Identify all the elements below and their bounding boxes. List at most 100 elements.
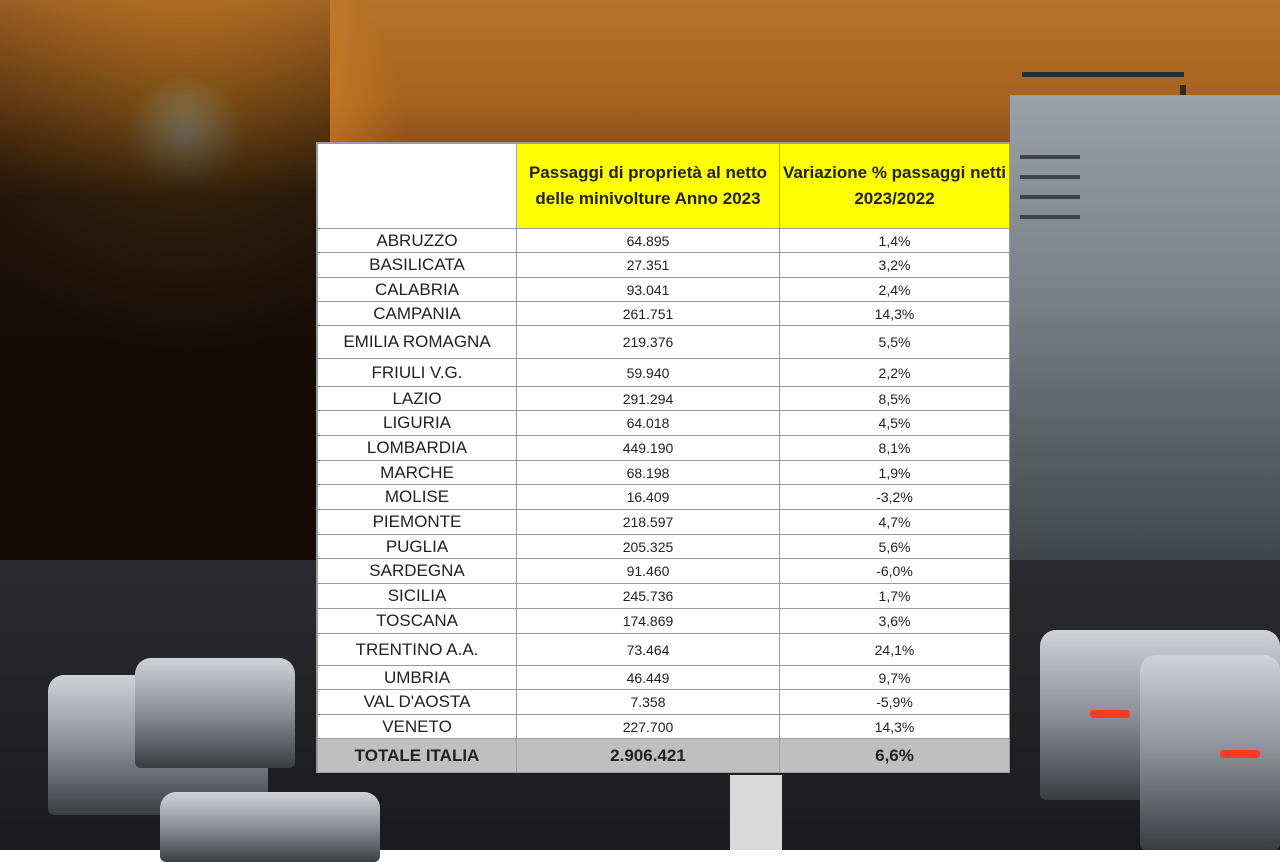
table-row: PUGLIA 205.325 5,6% [317, 534, 1010, 559]
passaggi-cell: 261.751 [516, 301, 780, 326]
table-row: CAMPANIA 261.751 14,3% [317, 301, 1010, 326]
background-building [1010, 95, 1280, 595]
street-lamp-arm [1022, 72, 1184, 77]
table-row: LIGURIA 64.018 4,5% [317, 410, 1010, 436]
region-cell: LOMBARDIA [317, 435, 517, 461]
table-row: MOLISE 16.409 -3,2% [317, 484, 1010, 510]
variazione-cell: 4,7% [779, 509, 1010, 535]
region-cell: EMILIA ROMAGNA [317, 325, 517, 359]
header-variazione: Variazione % passaggi netti 2023/2022 [779, 143, 1010, 229]
table-row: TRENTINO A.A. 73.464 24,1% [317, 633, 1010, 666]
table-row: SARDEGNA 91.460 -6,0% [317, 558, 1010, 584]
variazione-cell: 14,3% [779, 301, 1010, 326]
region-cell: ABRUZZO [317, 228, 517, 253]
passaggi-cell: 174.869 [516, 608, 780, 634]
region-cell: TRENTINO A.A. [317, 633, 517, 666]
passaggi-cell: 64.895 [516, 228, 780, 253]
passaggi-cell: 245.736 [516, 583, 780, 609]
variazione-cell: -5,9% [779, 689, 1010, 715]
region-cell: PIEMONTE [317, 509, 517, 535]
table-row: LAZIO 291.294 8,5% [317, 386, 1010, 411]
region-cell: MARCHE [317, 460, 517, 485]
table-row: TOSCANA 174.869 3,6% [317, 608, 1010, 634]
passaggi-cell: 91.460 [516, 558, 780, 584]
variazione-cell: 14,3% [779, 714, 1010, 739]
variazione-cell: 9,7% [779, 665, 1010, 690]
region-cell: VAL D'AOSTA [317, 689, 517, 715]
table-row: PIEMONTE 218.597 4,7% [317, 509, 1010, 535]
passaggi-cell: 227.700 [516, 714, 780, 739]
header-region [317, 143, 517, 229]
variazione-cell: 4,5% [779, 410, 1010, 436]
table-header-row: Passaggi di proprietà al netto delle min… [317, 143, 1010, 229]
total-variazione: 6,6% [779, 738, 1010, 773]
passaggi-cell: 73.464 [516, 633, 780, 666]
variazione-cell: 1,4% [779, 228, 1010, 253]
table-row: SICILIA 245.736 1,7% [317, 583, 1010, 609]
passaggi-cell: 64.018 [516, 410, 780, 436]
building-window [1020, 175, 1080, 179]
variazione-cell: 5,6% [779, 534, 1010, 559]
table-row: MARCHE 68.198 1,9% [317, 460, 1010, 485]
region-cell: CAMPANIA [317, 301, 517, 326]
building-window [1020, 195, 1080, 199]
variazione-cell: 2,4% [779, 277, 1010, 302]
region-cell: LIGURIA [317, 410, 517, 436]
data-table: Passaggi di proprietà al netto delle min… [317, 143, 1010, 773]
passaggi-cell: 218.597 [516, 509, 780, 535]
region-cell: PUGLIA [317, 534, 517, 559]
variazione-cell: -3,2% [779, 484, 1010, 510]
region-cell: UMBRIA [317, 665, 517, 690]
passaggi-cell: 291.294 [516, 386, 780, 411]
variazione-cell: 3,6% [779, 608, 1010, 634]
table-row: EMILIA ROMAGNA 219.376 5,5% [317, 325, 1010, 359]
lane-marking [730, 775, 782, 850]
passaggi-cell: 68.198 [516, 460, 780, 485]
tail-light [1090, 710, 1130, 718]
background-trees [0, 0, 330, 560]
passaggi-cell: 46.449 [516, 665, 780, 690]
variazione-cell: -6,0% [779, 558, 1010, 584]
variazione-cell: 2,2% [779, 358, 1010, 387]
variazione-cell: 8,1% [779, 435, 1010, 461]
passaggi-cell: 27.351 [516, 252, 780, 278]
variazione-cell: 1,7% [779, 583, 1010, 609]
passaggi-cell: 93.041 [516, 277, 780, 302]
table-row: LOMBARDIA 449.190 8,1% [317, 435, 1010, 461]
region-cell: SICILIA [317, 583, 517, 609]
passaggi-cell: 59.940 [516, 358, 780, 387]
variazione-cell: 5,5% [779, 325, 1010, 359]
header-passaggi: Passaggi di proprietà al netto delle min… [516, 143, 780, 229]
region-cell: CALABRIA [317, 277, 517, 302]
variazione-cell: 3,2% [779, 252, 1010, 278]
total-label: TOTALE ITALIA [317, 738, 517, 773]
variazione-cell: 8,5% [779, 386, 1010, 411]
table-row: VAL D'AOSTA 7.358 -5,9% [317, 689, 1010, 715]
car [160, 792, 380, 862]
region-cell: BASILICATA [317, 252, 517, 278]
variazione-cell: 24,1% [779, 633, 1010, 666]
passaggi-cell: 449.190 [516, 435, 780, 461]
car [135, 658, 295, 768]
passaggi-cell: 7.358 [516, 689, 780, 715]
region-cell: TOSCANA [317, 608, 517, 634]
passaggi-cell: 16.409 [516, 484, 780, 510]
table-row: ABRUZZO 64.895 1,4% [317, 228, 1010, 253]
table-row: FRIULI V.G. 59.940 2,2% [317, 358, 1010, 387]
tail-light [1220, 750, 1260, 758]
building-window [1020, 215, 1080, 219]
building-window [1020, 155, 1080, 159]
table-row: CALABRIA 93.041 2,4% [317, 277, 1010, 302]
table-row: UMBRIA 46.449 9,7% [317, 665, 1010, 690]
registration-table: Passaggi di proprietà al netto delle min… [316, 142, 1010, 773]
passaggi-cell: 205.325 [516, 534, 780, 559]
table-row: VENETO 227.700 14,3% [317, 714, 1010, 739]
region-cell: LAZIO [317, 386, 517, 411]
table-row: BASILICATA 27.351 3,2% [317, 252, 1010, 278]
region-cell: VENETO [317, 714, 517, 739]
passaggi-cell: 219.376 [516, 325, 780, 359]
total-row: TOTALE ITALIA 2.906.421 6,6% [317, 738, 1010, 773]
variazione-cell: 1,9% [779, 460, 1010, 485]
region-cell: FRIULI V.G. [317, 358, 517, 387]
region-cell: MOLISE [317, 484, 517, 510]
